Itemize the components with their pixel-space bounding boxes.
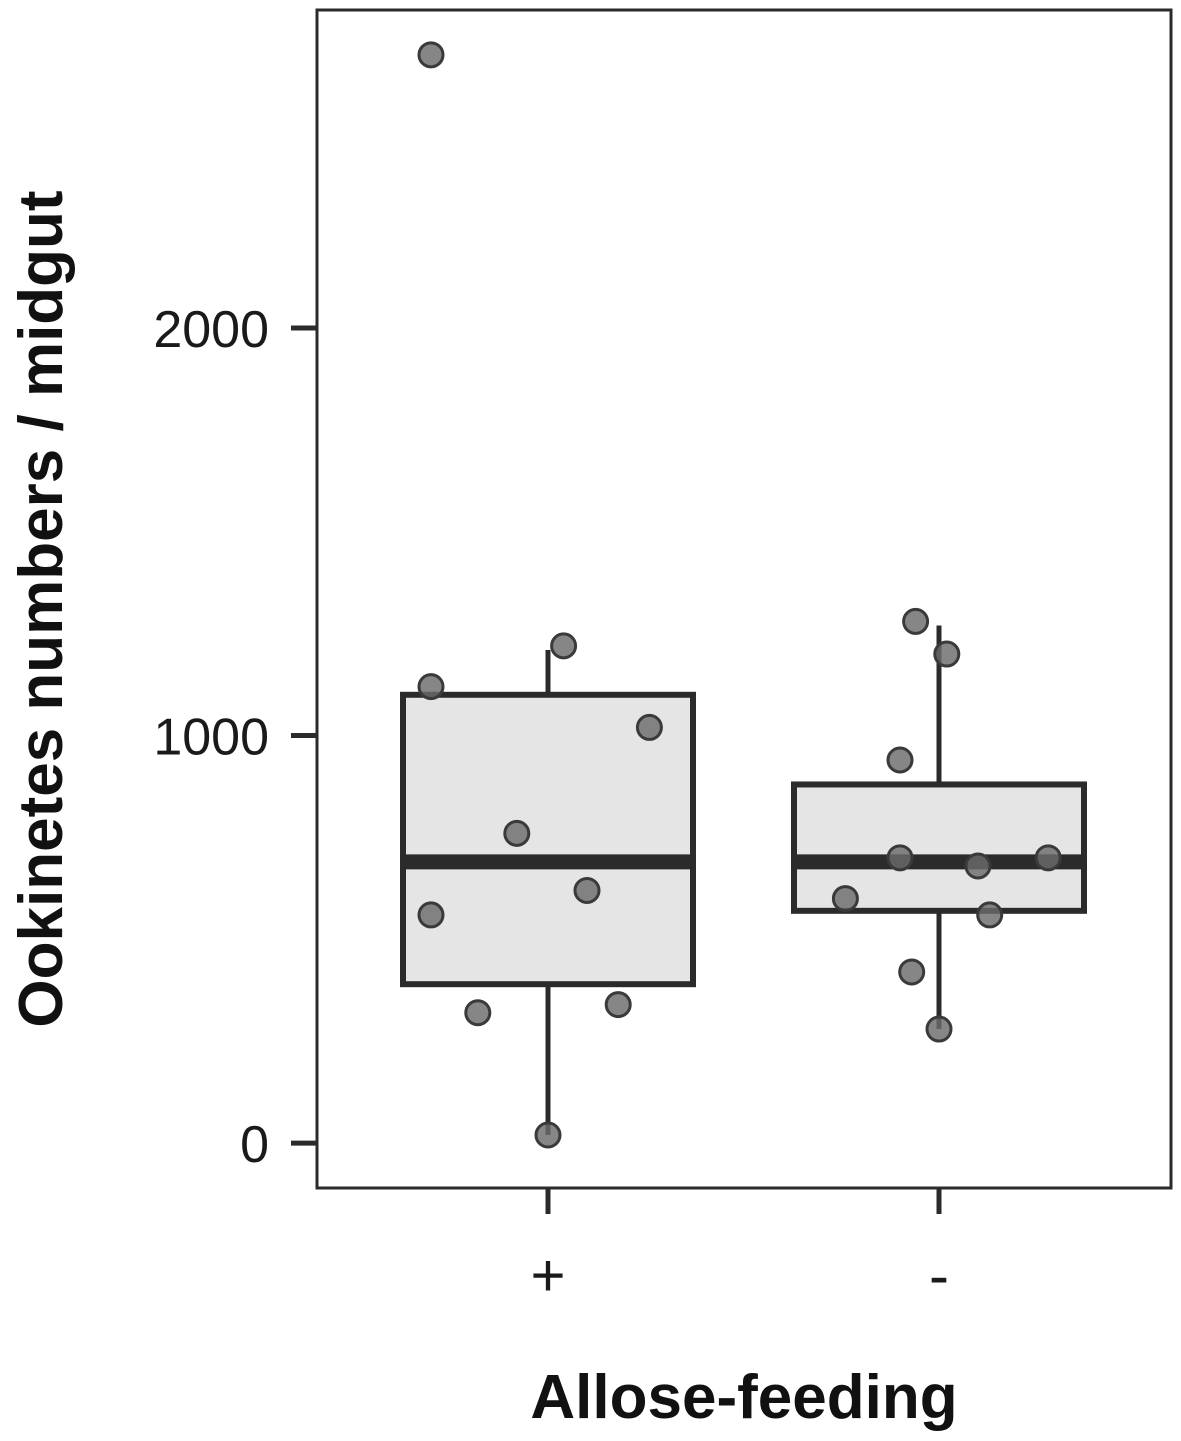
y-tick-label: 1000: [153, 709, 269, 767]
data-point: [886, 844, 914, 872]
data-point: [417, 901, 445, 929]
data-point: [1034, 844, 1062, 872]
x-tick-label: -: [929, 1242, 949, 1309]
x-axis-title: Allose-feeding: [530, 1363, 957, 1432]
data-point: [886, 746, 914, 774]
data-point: [550, 632, 578, 660]
iqr-box: [400, 691, 696, 988]
data-point: [902, 607, 930, 635]
data-point: [976, 901, 1004, 929]
data-point: [635, 713, 663, 741]
point-layer: [417, 41, 1062, 1149]
data-point: [898, 958, 926, 986]
box-layer: [400, 625, 1087, 1136]
iqr-box: [791, 781, 1087, 914]
x-axis: + -: [530, 1188, 949, 1309]
data-point: [464, 999, 492, 1027]
plot-panel: [315, 8, 1173, 1190]
data-point: [604, 991, 632, 1019]
y-tick-label: 2000: [153, 301, 269, 359]
data-point: [573, 876, 601, 904]
data-point: [831, 885, 859, 913]
box-plus: [400, 649, 696, 1136]
data-point: [964, 852, 992, 880]
data-point: [417, 41, 445, 69]
data-point: [417, 673, 445, 701]
data-point: [503, 819, 531, 847]
x-tick-label: +: [530, 1242, 565, 1309]
y-axis-title: Ookinetes numbers / midgut: [7, 190, 76, 1027]
data-point: [534, 1121, 562, 1149]
data-point: [933, 640, 961, 668]
box-minus: [791, 625, 1087, 1030]
data-point: [925, 1015, 953, 1043]
y-axis: 0 1000 2000: [153, 301, 317, 1174]
y-tick-label: 0: [240, 1116, 269, 1174]
